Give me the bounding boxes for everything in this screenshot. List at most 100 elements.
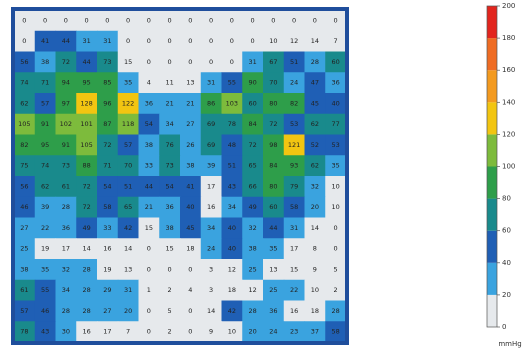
heatmap-value-label: 0	[22, 37, 26, 45]
heatmap-cell	[304, 134, 326, 156]
heatmap-value-label: 47	[311, 79, 319, 87]
heatmap-cell	[97, 134, 119, 156]
heatmap-value-label: 78	[228, 120, 236, 128]
heatmap-value-label: 45	[311, 99, 319, 107]
heatmap-value-label: 14	[311, 224, 319, 232]
heatmap-cell	[263, 217, 285, 239]
heatmap-cell	[325, 238, 347, 260]
heatmap-cell	[283, 176, 306, 198]
heatmap-value-label: 96	[103, 99, 111, 107]
heatmap-cell	[180, 113, 202, 136]
heatmap-value-label: 38	[20, 265, 28, 273]
heatmap-value-label: 122	[122, 99, 134, 107]
heatmap-value-label: 28	[331, 307, 339, 315]
heatmap-value-label: 72	[269, 120, 277, 128]
heatmap-cell	[138, 196, 160, 219]
heatmap-value-label: 74	[20, 79, 28, 87]
heatmap-cell	[55, 72, 77, 94]
heatmap-cell	[159, 155, 181, 177]
heatmap-cell	[242, 10, 264, 32]
heatmap-value-label: 31	[124, 286, 132, 294]
heatmap-cell	[34, 321, 57, 343]
heatmap-value-label: 62	[311, 162, 319, 170]
pressure-heatmap: 0 0 0 0 0 0 0 0 0 0 0 0 0 0 0 00 41 44 31 31 0 0 0 0 0 0 0 10 12 14 75…	[11, 7, 349, 345]
heatmap-value-label: 43	[41, 328, 49, 336]
heatmap-cell	[304, 72, 326, 94]
heatmap-value-label: 0	[188, 328, 192, 336]
heatmap-cell	[138, 10, 160, 32]
heatmap-cell	[325, 217, 347, 239]
heatmap-value-label: 19	[103, 265, 111, 273]
heatmap-value-label: 0	[168, 16, 172, 24]
heatmap-cell	[76, 238, 98, 260]
heatmap-cell	[34, 113, 57, 136]
heatmap-cell	[55, 300, 77, 322]
heatmap-cell	[263, 279, 285, 302]
heatmap-value-label: 72	[62, 58, 70, 66]
heatmap-cell	[242, 196, 264, 219]
heatmap-cell	[200, 134, 223, 156]
colorbar-band	[487, 134, 497, 167]
heatmap-cells	[14, 10, 347, 343]
heatmap-cell	[159, 10, 181, 32]
heatmap-cell	[221, 238, 243, 260]
heatmap-value-label: 14	[311, 37, 319, 45]
heatmap-value-label: 40	[228, 224, 236, 232]
heatmap-value-label: 40	[331, 99, 339, 107]
heatmap-value-label: 72	[82, 203, 90, 211]
heatmap-value-label: 12	[248, 286, 256, 294]
heatmap-value-label: 62	[311, 120, 319, 128]
heatmap-cell	[242, 51, 264, 73]
heatmap-cell	[97, 72, 119, 94]
heatmap-value-label: 87	[103, 120, 111, 128]
heatmap-cell	[180, 155, 202, 177]
heatmap-cell	[55, 93, 77, 115]
heatmap-cell	[200, 30, 223, 53]
heatmap-cell	[180, 10, 202, 32]
colorbar-tick-label: 0	[502, 323, 506, 331]
heatmap-cell	[304, 155, 326, 177]
heatmap-cell	[97, 321, 119, 343]
heatmap-value-label: 101	[80, 120, 92, 128]
heatmap-cell	[97, 279, 119, 302]
heatmap-cell	[76, 113, 98, 136]
heatmap-value-label: 69	[207, 141, 215, 149]
heatmap-cell	[76, 196, 98, 219]
heatmap-value-label: 3	[209, 265, 213, 273]
heatmap-cell	[263, 72, 285, 94]
heatmap-cell	[200, 217, 223, 239]
heatmap-cell	[138, 238, 160, 260]
heatmap-value-label: 97	[62, 99, 70, 107]
heatmap-cell	[117, 238, 140, 260]
heatmap-cell	[221, 321, 243, 343]
heatmap-value-label: 18	[186, 245, 194, 253]
heatmap-cell	[200, 196, 223, 219]
heatmap-value-label: 28	[82, 286, 90, 294]
heatmap-value-label: 28	[82, 265, 90, 273]
heatmap-value-label: 0	[147, 58, 151, 66]
heatmap-cell	[200, 279, 223, 302]
colorbar-band	[487, 70, 497, 103]
heatmap-value-label: 65	[248, 162, 256, 170]
heatmap-cell	[97, 10, 119, 32]
heatmap-cell	[14, 238, 36, 260]
heatmap-cell	[159, 321, 181, 343]
heatmap-value-label: 72	[248, 141, 256, 149]
heatmap-cell	[242, 30, 264, 53]
heatmap-cell	[14, 196, 36, 219]
heatmap-value-label: 53	[290, 120, 298, 128]
heatmap-cell	[325, 93, 347, 115]
heatmap-cell	[283, 321, 306, 343]
heatmap-value-label: 32	[248, 224, 256, 232]
heatmap-cell	[242, 217, 264, 239]
heatmap-cell	[283, 93, 306, 115]
heatmap-value-label: 22	[290, 286, 298, 294]
heatmap-value-label: 13	[124, 265, 132, 273]
heatmap-value-label: 86	[207, 99, 215, 107]
heatmap-cell	[325, 300, 347, 322]
heatmap-value-label: 15	[165, 245, 173, 253]
heatmap-cell	[304, 10, 326, 32]
colorbar-band	[487, 198, 497, 231]
heatmap-value-label: 70	[124, 162, 132, 170]
heatmap-cell	[180, 176, 202, 198]
